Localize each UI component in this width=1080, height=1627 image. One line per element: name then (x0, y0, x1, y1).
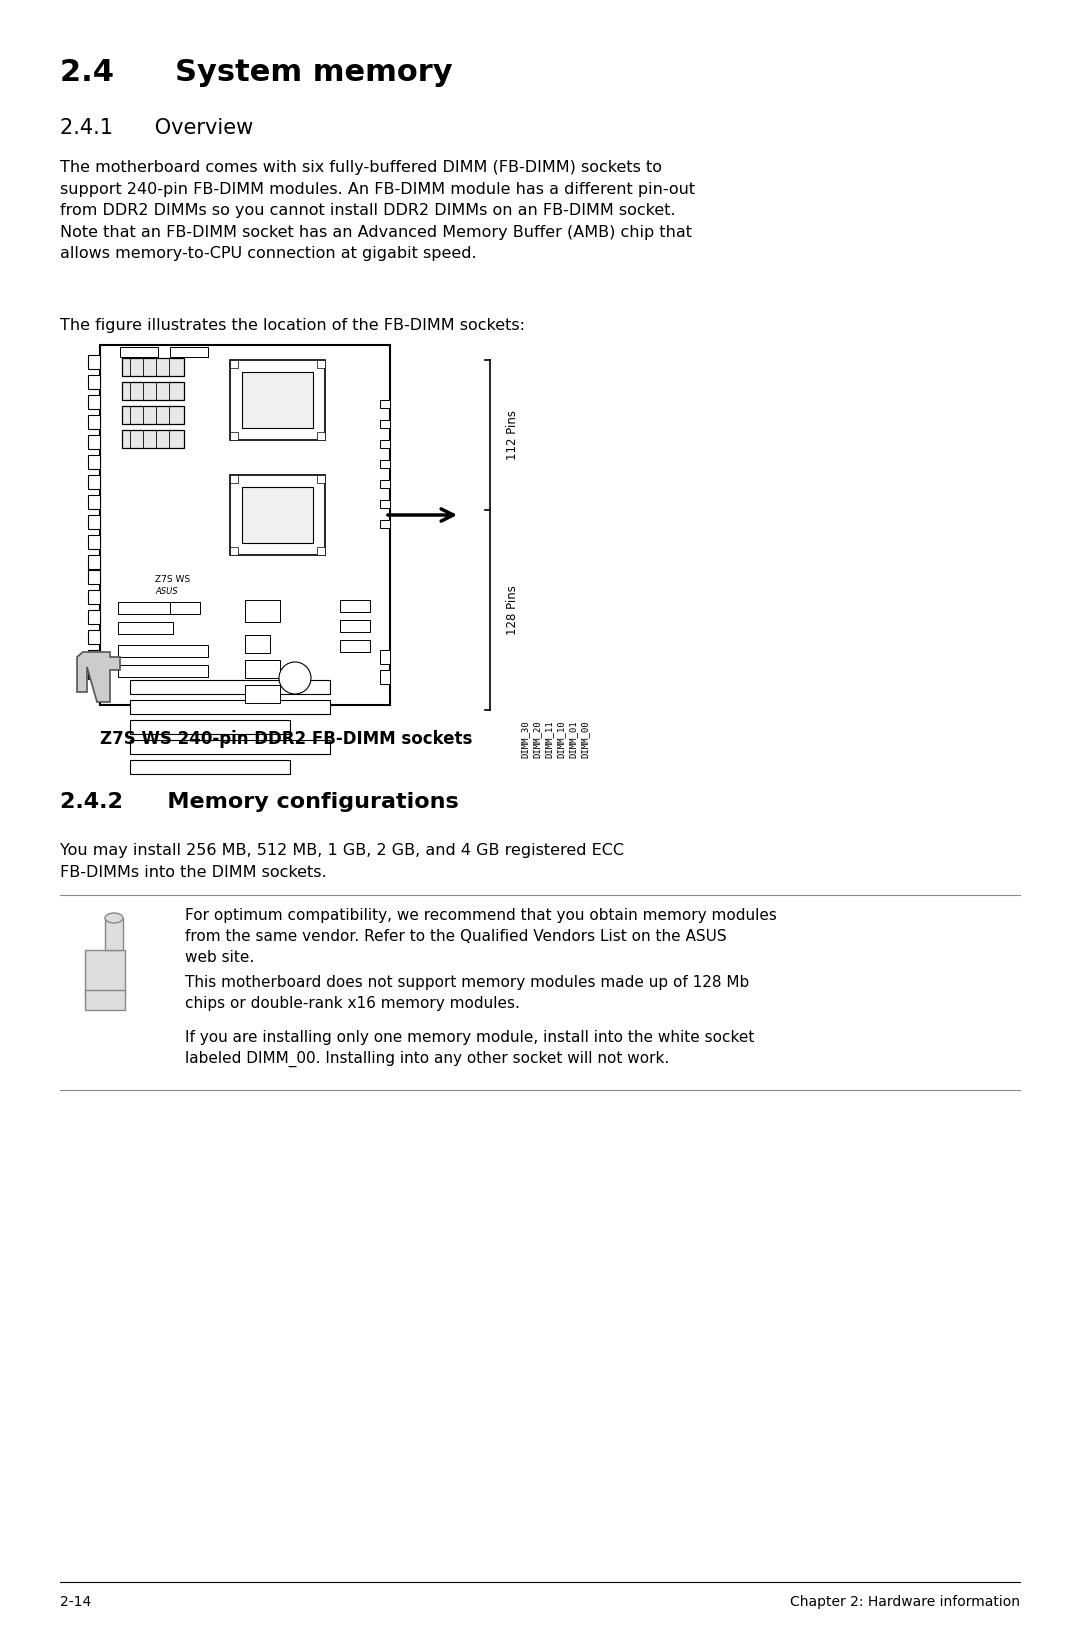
Ellipse shape (105, 913, 123, 923)
Bar (118, 622, 173, 635)
Bar (118, 644, 208, 657)
Bar (85, 950, 125, 996)
Bar (87, 610, 100, 625)
Bar (87, 665, 100, 678)
Text: DIMM_11: DIMM_11 (544, 721, 554, 758)
Bar (170, 347, 208, 356)
Bar (380, 521, 390, 529)
Text: 2-14: 2-14 (60, 1594, 91, 1609)
Bar (242, 373, 313, 428)
Bar (87, 495, 100, 509)
Text: DIMM_20: DIMM_20 (532, 721, 541, 758)
Text: DIMM_00: DIMM_00 (581, 721, 590, 758)
Bar (380, 499, 390, 508)
Bar (87, 630, 100, 644)
Bar (230, 433, 238, 439)
Bar (87, 535, 100, 548)
Text: 128 Pins: 128 Pins (505, 586, 518, 635)
Text: Chapter 2: Hardware information: Chapter 2: Hardware information (789, 1594, 1020, 1609)
Bar (318, 475, 325, 483)
Bar (122, 382, 184, 400)
Bar (340, 620, 370, 631)
Bar (118, 665, 208, 677)
Bar (230, 475, 325, 555)
Text: DIMM_10: DIMM_10 (556, 721, 566, 758)
Text: For optimum compatibility, we recommend that you obtain memory modules
from the : For optimum compatibility, we recommend … (185, 908, 777, 965)
Bar (130, 740, 330, 753)
Bar (87, 569, 100, 584)
Bar (230, 360, 325, 439)
Bar (380, 651, 390, 664)
Bar (380, 439, 390, 447)
Text: The figure illustrates the location of the FB-DIMM sockets:: The figure illustrates the location of t… (60, 317, 525, 334)
Bar (87, 395, 100, 408)
Text: 2.4.1  Overview: 2.4.1 Overview (60, 119, 253, 138)
Bar (105, 918, 123, 950)
Text: The motherboard comes with six fully-buffered DIMM (FB-DIMM) sockets to
support : The motherboard comes with six fully-buf… (60, 159, 696, 262)
Bar (380, 460, 390, 469)
Bar (130, 680, 330, 695)
Bar (340, 600, 370, 612)
Bar (87, 591, 100, 604)
Bar (87, 355, 100, 369)
Bar (130, 760, 291, 774)
Bar (380, 670, 390, 683)
Bar (87, 434, 100, 449)
Bar (380, 480, 390, 488)
Bar (130, 700, 330, 714)
Bar (122, 430, 184, 447)
Text: ASUS: ASUS (156, 587, 177, 595)
Bar (245, 685, 280, 703)
Bar (122, 407, 184, 425)
Bar (380, 400, 390, 408)
Bar (245, 635, 270, 652)
Bar (130, 721, 291, 734)
Bar (87, 516, 100, 529)
Bar (242, 486, 313, 543)
Bar (87, 456, 100, 469)
Bar (85, 989, 125, 1010)
Bar (120, 347, 158, 356)
Bar (318, 433, 325, 439)
Bar (87, 415, 100, 430)
Text: Z7S WS: Z7S WS (156, 574, 190, 584)
Bar (340, 639, 370, 652)
Text: Z7S WS 240-pin DDR2 FB-DIMM sockets: Z7S WS 240-pin DDR2 FB-DIMM sockets (100, 731, 472, 748)
Bar (87, 651, 100, 664)
Bar (170, 602, 200, 613)
Text: DIMM_01: DIMM_01 (568, 721, 578, 758)
Polygon shape (77, 652, 120, 701)
Bar (318, 360, 325, 368)
Bar (100, 345, 390, 704)
Text: This motherboard does not support memory modules made up of 128 Mb
chips or doub: This motherboard does not support memory… (185, 975, 750, 1010)
Bar (122, 358, 184, 376)
Bar (230, 547, 238, 555)
Circle shape (279, 662, 311, 695)
Text: 2.4  System memory: 2.4 System memory (60, 59, 453, 86)
Text: 112 Pins: 112 Pins (505, 410, 518, 460)
Bar (87, 374, 100, 389)
Text: If you are installing only one memory module, install into the white socket
labe: If you are installing only one memory mo… (185, 1030, 754, 1067)
Bar (318, 547, 325, 555)
Bar (380, 420, 390, 428)
Bar (87, 555, 100, 569)
Bar (87, 475, 100, 490)
Text: DIMM_30: DIMM_30 (521, 721, 529, 758)
Bar (245, 661, 280, 678)
Bar (245, 600, 280, 622)
Bar (118, 602, 173, 613)
Bar (230, 360, 238, 368)
Text: 2.4.2  Memory configurations: 2.4.2 Memory configurations (60, 792, 459, 812)
Bar (230, 475, 238, 483)
Text: You may install 256 MB, 512 MB, 1 GB, 2 GB, and 4 GB registered ECC
FB-DIMMs int: You may install 256 MB, 512 MB, 1 GB, 2 … (60, 843, 624, 880)
